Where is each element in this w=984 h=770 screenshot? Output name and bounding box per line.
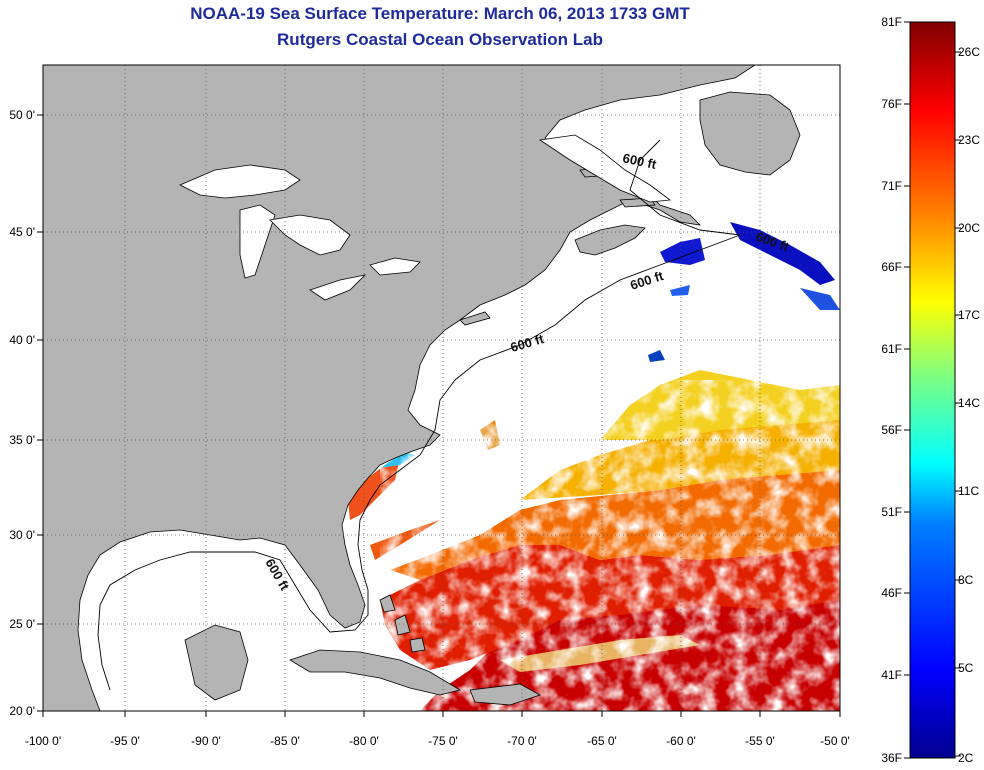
lon-tick-label: -90 0': [191, 734, 221, 748]
colorbar-f-label: 56F: [881, 423, 902, 437]
colorbar-f-label: 81F: [881, 15, 902, 29]
lon-tick-label: -100 0': [25, 734, 61, 748]
colorbar-c-label: 11C: [958, 484, 979, 498]
lon-tick-label: -75 0': [428, 734, 458, 748]
map-subtitle: Rutgers Coastal Ocean Observation Lab: [277, 30, 603, 49]
lat-tick-label: 35 0': [9, 433, 35, 447]
colorbar-f-label: 66F: [881, 260, 902, 274]
sst-data-layer: [328, 222, 840, 711]
lat-tick-label: 40 0': [9, 333, 35, 347]
lon-tick-label: -70 0': [507, 734, 537, 748]
water-layer: [179, 134, 672, 301]
isobath-label: 600 ft: [621, 150, 658, 172]
lat-tick-label: 20 0': [9, 704, 35, 718]
lat-axis: 20 0' 25 0' 30 0' 35 0' 40 0' 45 0' 50 0…: [9, 108, 43, 718]
lon-tick-label: -85 0': [270, 734, 300, 748]
lon-tick-label: -50 0': [820, 734, 850, 748]
lat-tick-label: 30 0': [9, 528, 35, 542]
lat-tick-label: 25 0': [9, 617, 35, 631]
lon-tick-label: -65 0': [587, 734, 617, 748]
lon-tick-label: -95 0': [110, 734, 140, 748]
colorbar-c-label: 5C: [958, 661, 974, 675]
colorbar-c-label: 20C: [958, 221, 980, 235]
lat-tick-label: 50 0': [9, 108, 35, 122]
lon-tick-label: -80 0': [349, 734, 379, 748]
colorbar-f-label: 76F: [881, 97, 902, 111]
colorbar-c-label: 14C: [958, 396, 980, 410]
lon-axis: -100 0' -95 0' -90 0' -85 0' -80 0' -75 …: [25, 711, 850, 748]
colorbar-gradient: [909, 21, 956, 759]
colorbar-c-label: 8C: [958, 573, 974, 587]
colorbar-f-label: 71F: [881, 179, 902, 193]
isobath-600ft: [97, 139, 741, 691]
colorbar-c-label: 23C: [958, 133, 980, 147]
colorbar-f-label: 51F: [881, 505, 902, 519]
lon-tick-label: -60 0': [666, 734, 696, 748]
colorbar-f-label: 36F: [881, 751, 902, 765]
map-title: NOAA-19 Sea Surface Temperature: March 0…: [190, 4, 690, 23]
lat-tick-label: 45 0': [9, 225, 35, 239]
colorbar-c-label: 26C: [958, 45, 980, 59]
map-border: [42, 64, 841, 712]
colorbar-f-label: 61F: [881, 342, 902, 356]
lon-tick-label: -55 0': [745, 734, 775, 748]
graticule: [43, 65, 840, 711]
colorbar-f-label: 41F: [881, 668, 902, 682]
colorbar-c-label: 2C: [958, 751, 974, 765]
colorbar-f-label: 46F: [881, 586, 902, 600]
colorbar: 81F 76F 71F 66F 61F 56F 51F 46F 41F 36F …: [881, 15, 980, 765]
colorbar-c-label: 17C: [958, 308, 980, 322]
